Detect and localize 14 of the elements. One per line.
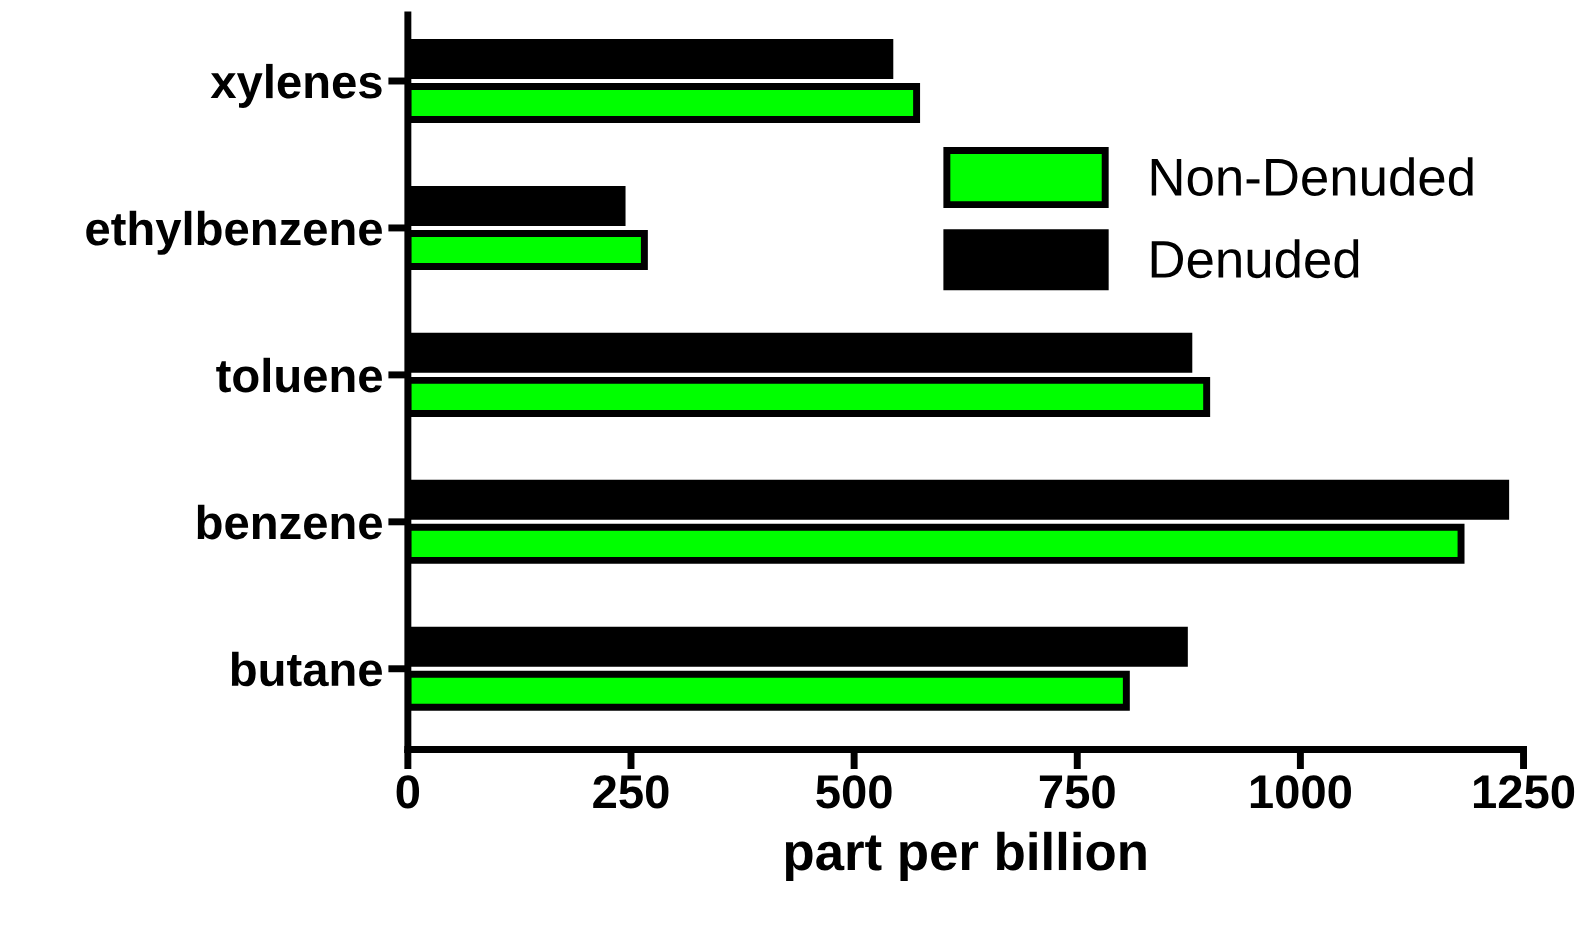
x-tick-label: 750 [1039, 775, 1115, 809]
legend-label: Non-Denuded [1151, 157, 1473, 196]
y-tick-label: benzene [197, 504, 382, 540]
x-axis-title: part per billion [785, 831, 1146, 881]
x-tick-label: 500 [816, 775, 892, 809]
y-tick-label: xylenes [210, 63, 382, 108]
y-tick-label: toluene [216, 357, 382, 393]
legend-label: Denuded [1151, 239, 1359, 279]
x-tick-label: 1250 [1473, 775, 1575, 809]
y-tick-label: butane [231, 651, 382, 687]
y-tick-label: ethylbenzene [86, 210, 382, 255]
x-tick-label: 250 [593, 775, 669, 809]
x-tick-label: 0 [396, 775, 420, 809]
x-tick-label: 1000 [1250, 775, 1351, 809]
